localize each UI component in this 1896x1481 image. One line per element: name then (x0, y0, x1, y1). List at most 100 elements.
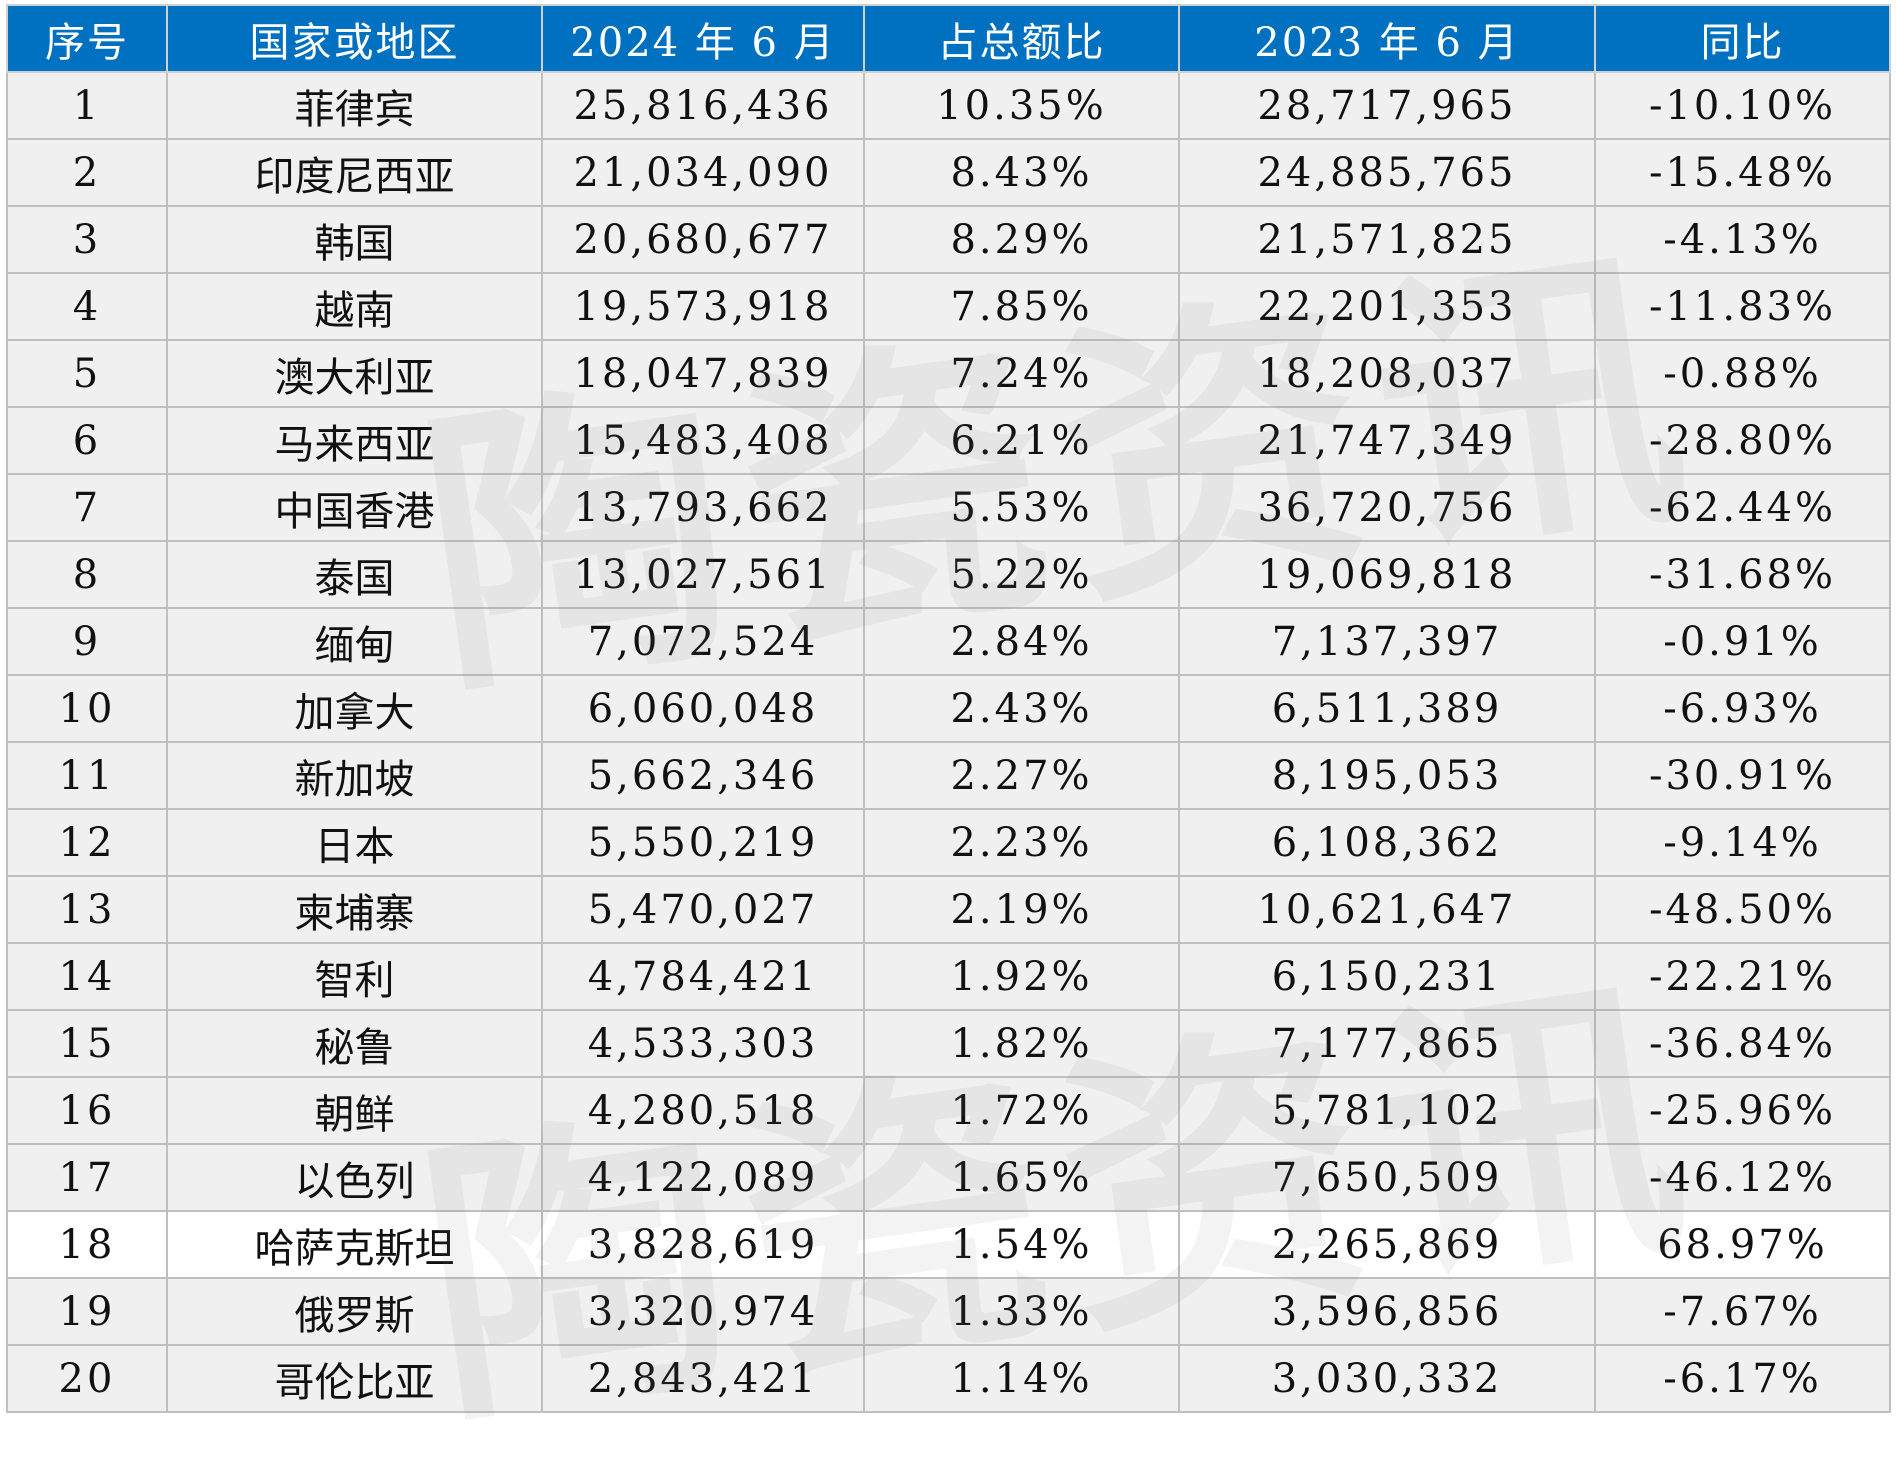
cell-2024-june: 20,680,677 (541, 205, 865, 274)
table-row: 13 柬埔寨 5,470,027 2.19% 10,621,647 -48.50% (6, 875, 1891, 944)
cell-share: 7.85% (863, 272, 1180, 341)
cell-country: 韩国 (166, 205, 543, 274)
cell-index: 4 (6, 272, 168, 341)
cell-country: 加拿大 (166, 674, 543, 743)
cell-2023-june: 24,885,765 (1178, 138, 1596, 207)
cell-share: 7.24% (863, 339, 1180, 408)
table-row: 3 韩国 20,680,677 8.29% 21,571,825 -4.13% (6, 205, 1891, 274)
cell-yoy: -0.88% (1594, 339, 1891, 408)
cell-share: 1.54% (863, 1210, 1180, 1279)
cell-2023-june: 6,511,389 (1178, 674, 1596, 743)
cell-2023-june: 10,621,647 (1178, 875, 1596, 944)
cell-yoy: -4.13% (1594, 205, 1891, 274)
cell-country: 缅甸 (166, 607, 543, 676)
cell-2024-june: 4,784,421 (541, 942, 865, 1011)
cell-2023-june: 8,195,053 (1178, 741, 1596, 810)
cell-2023-june: 6,150,231 (1178, 942, 1596, 1011)
cell-country: 秘鲁 (166, 1009, 543, 1078)
table-row: 14 智利 4,784,421 1.92% 6,150,231 -22.21% (6, 942, 1891, 1011)
table-row: 7 中国香港 13,793,662 5.53% 36,720,756 -62.44% (6, 473, 1891, 542)
cell-2024-june: 6,060,048 (541, 674, 865, 743)
cell-2024-june: 5,662,346 (541, 741, 865, 810)
cell-yoy: -0.91% (1594, 607, 1891, 676)
cell-country: 新加坡 (166, 741, 543, 810)
cell-share: 10.35% (863, 71, 1180, 140)
cell-share: 1.82% (863, 1009, 1180, 1078)
table-row: 10 加拿大 6,060,048 2.43% 6,511,389 -6.93% (6, 674, 1891, 743)
cell-yoy: -7.67% (1594, 1277, 1891, 1346)
cell-index: 5 (6, 339, 168, 408)
cell-2024-june: 3,320,974 (541, 1277, 865, 1346)
cell-country: 越南 (166, 272, 543, 341)
cell-country: 俄罗斯 (166, 1277, 543, 1346)
cell-index: 6 (6, 406, 168, 475)
header-yoy: 同比 (1594, 4, 1891, 73)
cell-country: 泰国 (166, 540, 543, 609)
table-row: 9 缅甸 7,072,524 2.84% 7,137,397 -0.91% (6, 607, 1891, 676)
cell-2023-june: 19,069,818 (1178, 540, 1596, 609)
cell-country: 柬埔寨 (166, 875, 543, 944)
cell-country: 菲律宾 (166, 71, 543, 140)
table-row: 16 朝鲜 4,280,518 1.72% 5,781,102 -25.96% (6, 1076, 1891, 1145)
cell-yoy: -11.83% (1594, 272, 1891, 341)
cell-yoy: -15.48% (1594, 138, 1891, 207)
cell-share: 8.43% (863, 138, 1180, 207)
cell-yoy: -22.21% (1594, 942, 1891, 1011)
cell-2024-june: 21,034,090 (541, 138, 865, 207)
cell-country: 以色列 (166, 1143, 543, 1212)
cell-index: 8 (6, 540, 168, 609)
cell-index: 15 (6, 1009, 168, 1078)
cell-2023-june: 28,717,965 (1178, 71, 1596, 140)
cell-index: 9 (6, 607, 168, 676)
cell-share: 1.33% (863, 1277, 1180, 1346)
cell-index: 17 (6, 1143, 168, 1212)
cell-2024-june: 7,072,524 (541, 607, 865, 676)
cell-2023-june: 21,747,349 (1178, 406, 1596, 475)
cell-index: 3 (6, 205, 168, 274)
table-row: 18 哈萨克斯坦 3,828,619 1.54% 2,265,869 68.97% (6, 1210, 1891, 1279)
table-row: 17 以色列 4,122,089 1.65% 7,650,509 -46.12% (6, 1143, 1891, 1212)
cell-2023-june: 22,201,353 (1178, 272, 1596, 341)
cell-index: 19 (6, 1277, 168, 1346)
cell-2023-june: 6,108,362 (1178, 808, 1596, 877)
cell-country: 朝鲜 (166, 1076, 543, 1145)
header-2023-june: 2023 年 6 月 (1178, 4, 1596, 73)
cell-share: 2.19% (863, 875, 1180, 944)
cell-2023-june: 7,650,509 (1178, 1143, 1596, 1212)
cell-2023-june: 2,265,869 (1178, 1210, 1596, 1279)
cell-share: 5.22% (863, 540, 1180, 609)
cell-2024-june: 19,573,918 (541, 272, 865, 341)
cell-index: 18 (6, 1210, 168, 1279)
table-row: 1 菲律宾 25,816,436 10.35% 28,717,965 -10.10% (6, 71, 1891, 140)
cell-country: 智利 (166, 942, 543, 1011)
cell-2024-june: 4,533,303 (541, 1009, 865, 1078)
cell-2023-june: 18,208,037 (1178, 339, 1596, 408)
cell-share: 2.23% (863, 808, 1180, 877)
cell-2024-june: 25,816,436 (541, 71, 865, 140)
table-row: 11 新加坡 5,662,346 2.27% 8,195,053 -30.91% (6, 741, 1891, 810)
cell-country: 澳大利亚 (166, 339, 543, 408)
cell-country: 哥伦比亚 (166, 1344, 543, 1413)
cell-index: 14 (6, 942, 168, 1011)
table-row: 20 哥伦比亚 2,843,421 1.14% 3,030,332 -6.17% (6, 1344, 1891, 1413)
header-2024-june: 2024 年 6 月 (541, 4, 865, 73)
header-index: 序号 (6, 4, 168, 73)
cell-2024-june: 13,793,662 (541, 473, 865, 542)
cell-2024-june: 3,828,619 (541, 1210, 865, 1279)
cell-2024-june: 4,280,518 (541, 1076, 865, 1145)
cell-yoy: -6.17% (1594, 1344, 1891, 1413)
cell-2024-june: 13,027,561 (541, 540, 865, 609)
cell-yoy: -25.96% (1594, 1076, 1891, 1145)
cell-share: 2.27% (863, 741, 1180, 810)
table-row: 2 印度尼西亚 21,034,090 8.43% 24,885,765 -15.48% (6, 138, 1891, 207)
cell-share: 6.21% (863, 406, 1180, 475)
cell-country: 哈萨克斯坦 (166, 1210, 543, 1279)
header-row: 序号 国家或地区 2024 年 6 月 占总额比 2023 年 6 月 同比 (6, 4, 1891, 73)
cell-share: 5.53% (863, 473, 1180, 542)
cell-country: 马来西亚 (166, 406, 543, 475)
cell-2024-june: 2,843,421 (541, 1344, 865, 1413)
cell-2024-june: 5,470,027 (541, 875, 865, 944)
table-row: 6 马来西亚 15,483,408 6.21% 21,747,349 -28.80% (6, 406, 1891, 475)
cell-2024-june: 15,483,408 (541, 406, 865, 475)
cell-yoy: -62.44% (1594, 473, 1891, 542)
